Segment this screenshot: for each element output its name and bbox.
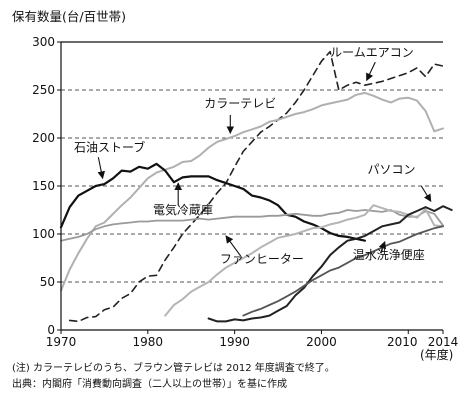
- y-tick-label-250: 250: [32, 83, 55, 97]
- y-tick-label-50: 50: [40, 275, 55, 289]
- y-tick-label-200: 200: [32, 131, 55, 145]
- series-layer: [59, 50, 453, 323]
- series-line-6: [207, 205, 453, 323]
- series-line-1: [68, 50, 444, 323]
- tick-labels: 0 50 100 150 200 250 300 1970 1980 1990 2000 2010 20…: [32, 35, 458, 349]
- series-line-2: [60, 91, 444, 292]
- series-line-7: [242, 225, 444, 317]
- series-label-2: カラーテレビ: [204, 96, 276, 110]
- series-line-3: [59, 162, 366, 242]
- label-arrow-3: [97, 157, 106, 180]
- series-label-1: ルームエアコン: [330, 45, 414, 59]
- label-arrow-7: [378, 240, 386, 254]
- series-label-5: ファンヒーター: [220, 252, 304, 266]
- series-label-4: 電気冷蔵庫: [153, 202, 213, 217]
- gridlines: [61, 89, 443, 283]
- series-label-6: パソコン: [367, 163, 415, 177]
- x-tick-label-1990: 1990: [219, 335, 250, 349]
- y-tick-label-150: 150: [32, 179, 55, 193]
- x-tick-label-2000: 2000: [306, 335, 337, 349]
- y-tick-label-0: 0: [47, 323, 55, 337]
- x-tick-label-2010: 2010: [387, 335, 418, 349]
- series-label-3: 石油ストーブ: [74, 139, 145, 154]
- label-arrow-6: [420, 185, 432, 203]
- footnote: (注) カラーテレビのうち、ブラウン管テレビは 2012 年度調査で終了。: [12, 363, 335, 374]
- series-label-7: 温水洗浄便座: [353, 247, 425, 262]
- x-tick-label-1980: 1980: [133, 335, 164, 349]
- y-tick-label-100: 100: [32, 227, 55, 241]
- label-arrow-1: [366, 61, 376, 82]
- source-note: 出典：内閣府「消費動向調査（二人以上の世帯）」を基に作成: [12, 379, 287, 390]
- x-axis-label: (年度): [420, 347, 453, 362]
- label-arrow-5: [225, 235, 242, 257]
- x-tick-label-2014: 2014: [428, 335, 459, 349]
- y-tick-label-300: 300: [32, 35, 55, 49]
- x-tick-label-1970: 1970: [46, 335, 77, 349]
- series-line-5: [164, 204, 444, 317]
- series-line-4: [60, 209, 444, 242]
- y-axis-label: 保有数量(台/百世帯): [12, 9, 126, 24]
